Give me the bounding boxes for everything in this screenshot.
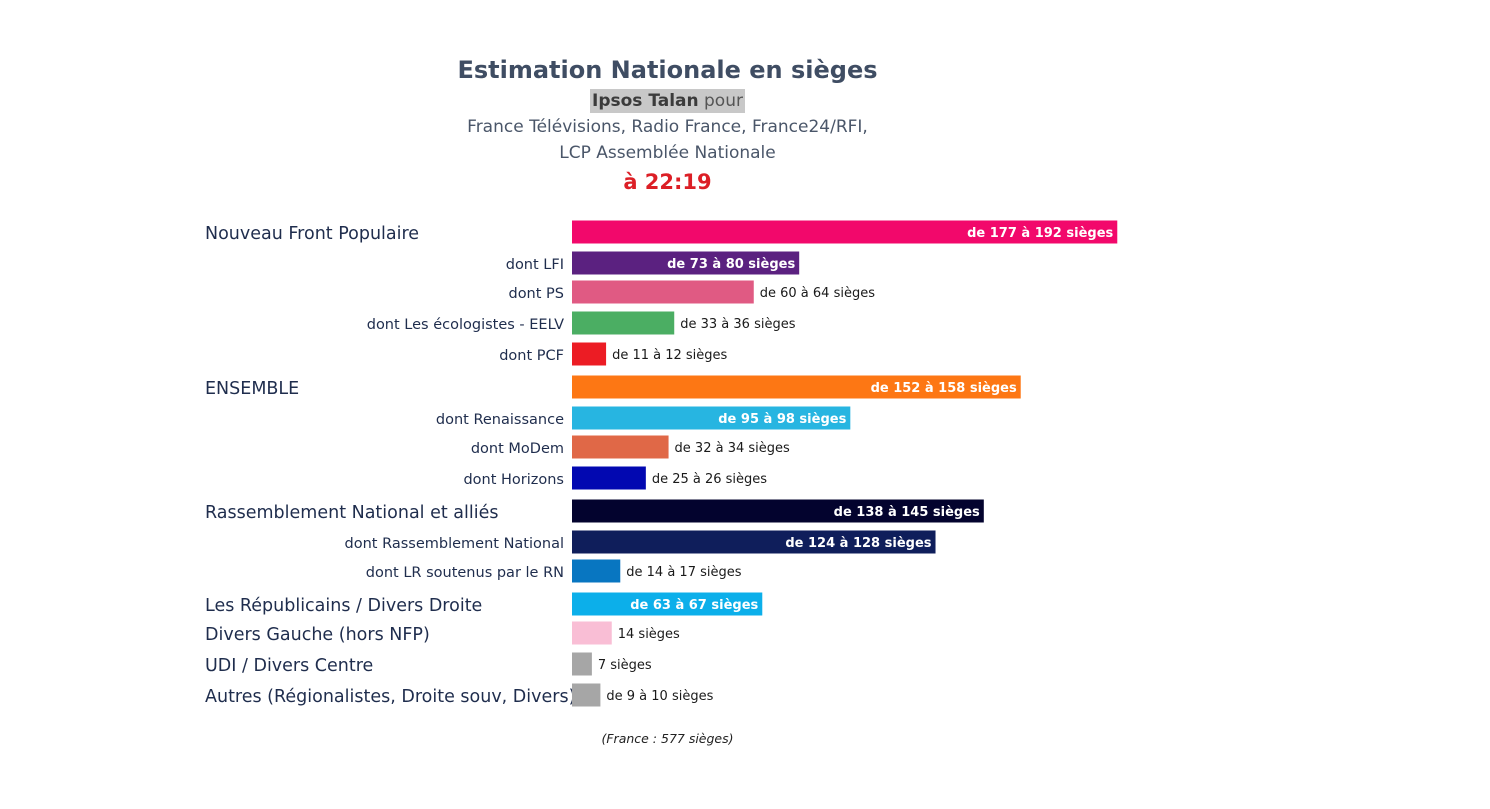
data-label: de 60 à 64 sièges (760, 286, 875, 301)
institute-pour: pour (704, 91, 743, 111)
data-label: de 25 à 26 sièges (652, 472, 767, 487)
clients-line-1: France Télévisions, Radio France, France… (467, 117, 868, 137)
category-label: Autres (Régionalistes, Droite souv, Dive… (205, 687, 575, 707)
data-label: de 63 à 67 sièges (630, 598, 758, 613)
seat-bar (572, 530, 936, 554)
estimate-time: à 22:19 (623, 170, 712, 194)
seat-bar (572, 652, 592, 676)
seat-bar (572, 406, 851, 430)
data-label: de 32 à 34 sièges (675, 441, 790, 456)
seat-bar (572, 466, 646, 490)
seat-bar (572, 311, 675, 335)
data-label: de 152 à 158 sièges (871, 381, 1017, 396)
data-label: 7 sièges (598, 658, 652, 673)
seat-bar (572, 621, 612, 645)
category-label: dont Horizons (463, 472, 564, 488)
institute-name: Ipsos Talan (592, 91, 699, 111)
category-label: dont LR soutenus par le RN (366, 565, 564, 581)
seat-bar (572, 251, 800, 275)
data-label: de 33 à 36 sièges (680, 317, 795, 332)
data-label: de 124 à 128 sièges (785, 536, 931, 551)
category-label: Les Républicains / Divers Droite (205, 596, 482, 616)
data-label: de 73 à 80 sièges (667, 257, 795, 272)
chart-title: Estimation Nationale en sièges (457, 56, 878, 84)
category-label: UDI / Divers Centre (205, 656, 373, 676)
category-label: dont LFI (506, 257, 564, 273)
institute-line: Ipsos Talan pour (380, 88, 955, 114)
category-label: dont Rassemblement National (345, 536, 564, 552)
seat-bar (572, 220, 1118, 244)
category-label: dont MoDem (471, 441, 564, 457)
seat-bar (572, 435, 669, 459)
category-label: ENSEMBLE (205, 379, 299, 399)
data-label: 14 sièges (618, 627, 680, 642)
data-label: de 11 à 12 sièges (612, 348, 727, 363)
category-label: Divers Gauche (hors NFP) (205, 625, 430, 645)
category-label: dont Les écologistes - EELV (367, 317, 564, 333)
institute-highlight: Ipsos Talan pour (590, 89, 745, 113)
data-label: de 14 à 17 sièges (626, 565, 741, 580)
data-label: de 95 à 98 sièges (718, 412, 846, 427)
category-label: dont PCF (499, 348, 564, 364)
seat-bar (572, 342, 607, 366)
data-label: de 177 à 192 sièges (967, 226, 1113, 241)
data-label: de 138 à 145 sièges (834, 505, 980, 520)
seat-bar (572, 559, 621, 583)
chart-header: Estimation Nationale en sièges Ipsos Tal… (380, 52, 955, 198)
category-label: dont Renaissance (436, 412, 564, 428)
category-label: dont PS (508, 286, 564, 302)
seat-bar (572, 280, 754, 304)
seat-bar (572, 683, 601, 707)
clients-line-2: LCP Assemblée Nationale (559, 143, 776, 163)
seat-bar (572, 499, 984, 523)
total-seats-footnote: (France : 577 sièges) (601, 731, 734, 746)
seat-bar (572, 375, 1021, 399)
category-label: Rassemblement National et alliés (205, 503, 498, 523)
category-label: Nouveau Front Populaire (205, 224, 419, 244)
seat-bar (572, 592, 763, 616)
data-label: de 9 à 10 sièges (606, 689, 713, 704)
